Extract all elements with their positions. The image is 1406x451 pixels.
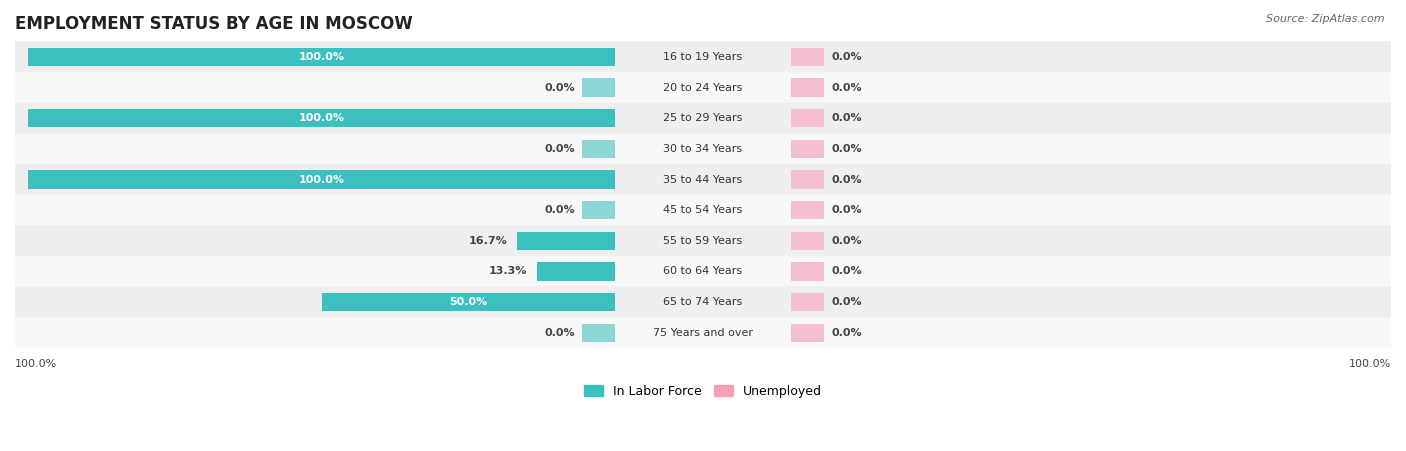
Text: 13.3%: 13.3%	[489, 267, 527, 276]
Bar	[790, 262, 824, 281]
Text: 0.0%: 0.0%	[544, 83, 575, 92]
Text: 0.0%: 0.0%	[831, 113, 862, 123]
Text: 100.0%: 100.0%	[299, 113, 344, 123]
Text: 16 to 19 Years: 16 to 19 Years	[664, 52, 742, 62]
FancyBboxPatch shape	[15, 133, 1391, 165]
FancyBboxPatch shape	[15, 256, 1391, 287]
Bar	[790, 323, 824, 342]
Bar	[790, 48, 824, 66]
Bar	[517, 232, 616, 250]
FancyBboxPatch shape	[15, 225, 1391, 257]
Text: 75 Years and over: 75 Years and over	[652, 328, 754, 338]
Text: 0.0%: 0.0%	[831, 83, 862, 92]
Text: 0.0%: 0.0%	[831, 328, 862, 338]
FancyBboxPatch shape	[15, 72, 1391, 103]
Text: 35 to 44 Years: 35 to 44 Years	[664, 175, 742, 184]
Text: 50.0%: 50.0%	[450, 297, 488, 307]
Text: 0.0%: 0.0%	[544, 144, 575, 154]
Bar	[582, 140, 616, 158]
Bar	[28, 48, 616, 66]
Bar	[790, 78, 824, 97]
Text: 100.0%: 100.0%	[15, 359, 58, 369]
Text: 100.0%: 100.0%	[1348, 359, 1391, 369]
Text: 100.0%: 100.0%	[299, 175, 344, 184]
FancyBboxPatch shape	[15, 317, 1391, 348]
Bar	[582, 78, 616, 97]
Text: 45 to 54 Years: 45 to 54 Years	[664, 205, 742, 215]
FancyBboxPatch shape	[15, 41, 1391, 73]
Text: 0.0%: 0.0%	[831, 175, 862, 184]
FancyBboxPatch shape	[15, 286, 1391, 318]
Bar	[28, 170, 616, 189]
Bar	[790, 140, 824, 158]
Text: 0.0%: 0.0%	[831, 267, 862, 276]
Bar	[790, 201, 824, 219]
Text: 20 to 24 Years: 20 to 24 Years	[664, 83, 742, 92]
FancyBboxPatch shape	[15, 103, 1391, 134]
Text: 16.7%: 16.7%	[468, 236, 508, 246]
Bar	[28, 109, 616, 128]
Text: 0.0%: 0.0%	[831, 236, 862, 246]
Text: 0.0%: 0.0%	[831, 205, 862, 215]
Text: 0.0%: 0.0%	[544, 205, 575, 215]
FancyBboxPatch shape	[15, 194, 1391, 226]
Text: 60 to 64 Years: 60 to 64 Years	[664, 267, 742, 276]
Bar	[790, 109, 824, 128]
Text: 65 to 74 Years: 65 to 74 Years	[664, 297, 742, 307]
Text: EMPLOYMENT STATUS BY AGE IN MOSCOW: EMPLOYMENT STATUS BY AGE IN MOSCOW	[15, 15, 413, 33]
Bar	[582, 323, 616, 342]
Text: 0.0%: 0.0%	[831, 52, 862, 62]
Text: 25 to 29 Years: 25 to 29 Years	[664, 113, 742, 123]
Bar	[790, 232, 824, 250]
Legend: In Labor Force, Unemployed: In Labor Force, Unemployed	[579, 380, 827, 403]
Bar	[790, 170, 824, 189]
Text: Source: ZipAtlas.com: Source: ZipAtlas.com	[1267, 14, 1385, 23]
Text: 0.0%: 0.0%	[831, 144, 862, 154]
Text: 100.0%: 100.0%	[299, 52, 344, 62]
Bar	[322, 293, 616, 311]
Text: 0.0%: 0.0%	[544, 328, 575, 338]
FancyBboxPatch shape	[15, 164, 1391, 195]
Text: 55 to 59 Years: 55 to 59 Years	[664, 236, 742, 246]
Bar	[537, 262, 616, 281]
Bar	[790, 293, 824, 311]
Bar	[582, 201, 616, 219]
Text: 30 to 34 Years: 30 to 34 Years	[664, 144, 742, 154]
Text: 0.0%: 0.0%	[831, 297, 862, 307]
